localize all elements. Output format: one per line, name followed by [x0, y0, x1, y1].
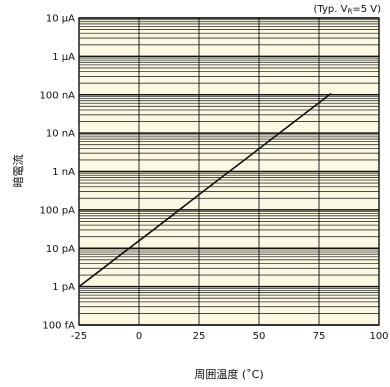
condition-note-subscript: R	[347, 8, 352, 16]
series-line	[78, 92, 332, 288]
y-tick-labels: 100 fA 1 pA 10 pA 100 pA 1 nA 10 nA 100 nA 1 μA…	[40, 14, 76, 332]
plot-frame	[78, 17, 380, 326]
y-axis-label: 暗電流	[11, 155, 25, 188]
y-tick-label: 100 nA	[40, 90, 76, 101]
x-tick-label: 0	[136, 331, 142, 342]
y-tick-label: 1 μA	[52, 52, 75, 63]
y-tick-label: 10 μA	[46, 14, 75, 25]
y-tick-label: 1 pA	[52, 282, 75, 293]
x-tick-labels: -25 0 25 50 75 100	[71, 331, 389, 342]
condition-note: (Typ. VR=5 V)	[314, 4, 382, 16]
x-tick-label: 50	[253, 331, 266, 342]
y-tick-label: 10 nA	[46, 129, 75, 140]
x-tick-label: 100	[369, 331, 388, 342]
x-axis-label: 周囲温度 (˚C)	[194, 367, 263, 381]
condition-note-tail: =5 V)	[352, 4, 381, 15]
minor-gridlines	[79, 19, 379, 314]
x-tick-label: -25	[71, 331, 87, 342]
y-tick-label: 10 pA	[46, 244, 75, 255]
y-tick-label: 1 nA	[52, 167, 75, 178]
x-tick-label: 75	[313, 331, 326, 342]
x-tick-label: 25	[193, 331, 206, 342]
y-tick-label: 100 pA	[40, 205, 76, 216]
y-tick-label: 100 fA	[42, 321, 75, 332]
